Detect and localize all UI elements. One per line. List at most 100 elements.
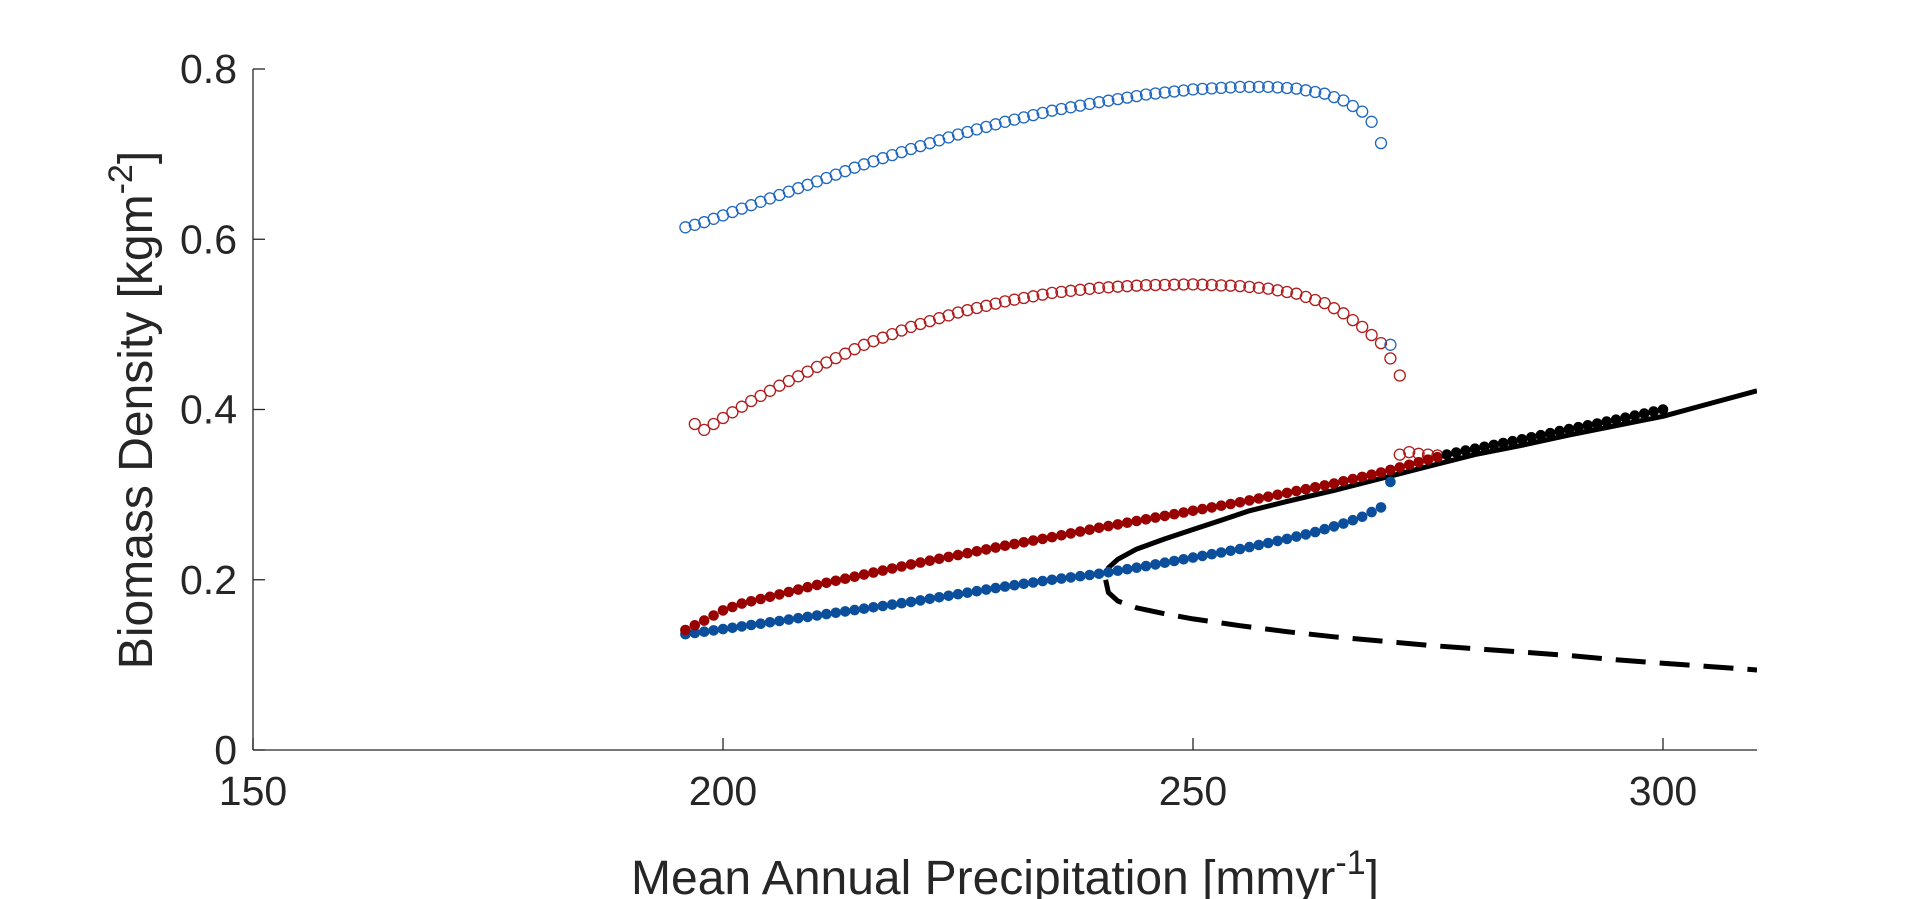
filled-data-point <box>1112 519 1124 530</box>
filled-data-point <box>980 544 992 555</box>
open-data-point <box>1271 284 1284 297</box>
filled-data-point <box>1018 578 1030 590</box>
open-data-point <box>1384 338 1397 351</box>
filled-data-point <box>1347 473 1359 485</box>
open-data-point <box>698 423 711 437</box>
open-data-point <box>1158 86 1171 99</box>
open-data-point <box>1083 97 1096 111</box>
axes: 150 200 250 300 0 0.2 0.4 0.6 0.8 <box>180 46 1757 814</box>
filled-data-point <box>783 614 795 625</box>
filled-data-point <box>1338 518 1349 529</box>
open-data-point <box>688 417 701 431</box>
open-data-point <box>1346 99 1359 113</box>
x-tick-label: 250 <box>1159 768 1227 814</box>
open-data-point <box>1027 108 1040 122</box>
open-data-point <box>1280 285 1294 299</box>
filled-data-point <box>1582 420 1594 431</box>
open-data-point <box>1102 281 1115 294</box>
open-data-point <box>1130 279 1143 292</box>
filled-data-point <box>1131 562 1142 573</box>
filled-data-point <box>999 581 1011 592</box>
open-data-point <box>1158 278 1171 292</box>
open-data-point <box>989 297 1002 310</box>
filled-data-point <box>689 627 701 639</box>
y-tick-label: 0.6 <box>180 216 237 262</box>
filled-data-point <box>1074 526 1086 537</box>
open-data-point <box>754 389 767 403</box>
filled-data-point <box>1131 515 1142 527</box>
filled-data-point <box>1244 495 1255 506</box>
x-tick-label: 200 <box>689 768 757 814</box>
open-data-point <box>1045 104 1059 117</box>
filled-data-point <box>886 599 898 610</box>
y-tick-label: 0.8 <box>180 46 237 92</box>
open-data-point <box>1356 320 1369 334</box>
filled-data-point <box>1244 541 1255 553</box>
open-data-point <box>980 120 993 134</box>
filled-data-point <box>689 620 701 631</box>
filled-data-point <box>1093 522 1105 534</box>
open-data-point <box>716 411 730 425</box>
filled-data-point <box>1253 539 1265 551</box>
filled-data-point <box>821 608 832 620</box>
filled-data-point <box>1037 533 1048 545</box>
filled-data-point <box>1074 570 1086 582</box>
open-data-point <box>1346 313 1359 327</box>
filled-data-point <box>971 585 983 597</box>
open-data-point <box>745 394 758 408</box>
filled-data-point <box>1319 523 1330 535</box>
filled-data-point <box>1375 502 1387 513</box>
filled-data-point <box>1413 457 1424 468</box>
open-data-point <box>1196 82 1209 96</box>
open-data-point <box>1252 281 1265 294</box>
filled-data-point <box>1065 572 1077 583</box>
filled-data-point <box>1497 437 1509 449</box>
open-data-point <box>1045 286 1059 300</box>
y-axis-label-end: ] <box>110 151 163 164</box>
y-tick-label: 0 <box>214 727 237 773</box>
series-2-markers <box>1384 338 1397 351</box>
open-data-point <box>726 406 739 419</box>
open-data-point <box>1168 85 1181 98</box>
filled-data-point <box>727 622 738 634</box>
filled-data-point <box>764 617 776 628</box>
line-series-group <box>1103 388 1757 673</box>
filled-data-point <box>1507 435 1518 447</box>
filled-data-point <box>1601 416 1612 427</box>
filled-data-point <box>1262 491 1274 503</box>
filled-data-point <box>1187 552 1199 563</box>
filled-data-point <box>1300 483 1312 495</box>
filled-data-point <box>1197 503 1208 515</box>
filled-data-point <box>1065 528 1077 539</box>
open-data-point <box>1008 293 1021 306</box>
filled-data-point <box>1563 423 1575 435</box>
filled-data-point <box>811 610 823 621</box>
open-data-point <box>1121 280 1134 293</box>
filled-data-point <box>1291 485 1302 497</box>
filled-data-point <box>1206 548 1218 560</box>
filled-data-point <box>708 610 719 621</box>
filled-data-point <box>783 586 795 598</box>
filled-data-point <box>727 601 738 613</box>
open-data-point <box>970 301 983 315</box>
filled-data-point <box>1441 449 1453 460</box>
open-data-point <box>1092 96 1106 109</box>
open-data-point <box>1055 285 1068 299</box>
open-data-point <box>1064 284 1077 297</box>
filled-data-point <box>1093 568 1105 580</box>
open-data-point <box>1224 81 1237 94</box>
open-data-point <box>1092 281 1106 294</box>
open-data-point <box>1318 296 1331 310</box>
filled-data-point <box>811 579 823 591</box>
y-axis-label-exponent: -2 <box>102 164 140 194</box>
filled-data-point <box>877 565 889 576</box>
filled-data-point <box>1356 511 1368 523</box>
open-data-point <box>1074 99 1087 112</box>
open-data-point <box>707 417 720 431</box>
filled-data-point <box>1272 535 1283 547</box>
filled-data-point <box>839 573 851 584</box>
filled-data-point <box>896 561 907 572</box>
filled-data-point <box>849 571 860 582</box>
filled-data-point <box>1187 505 1199 517</box>
x-axis-label-main: Mean Annual Precipitation [mmyr <box>631 852 1335 899</box>
